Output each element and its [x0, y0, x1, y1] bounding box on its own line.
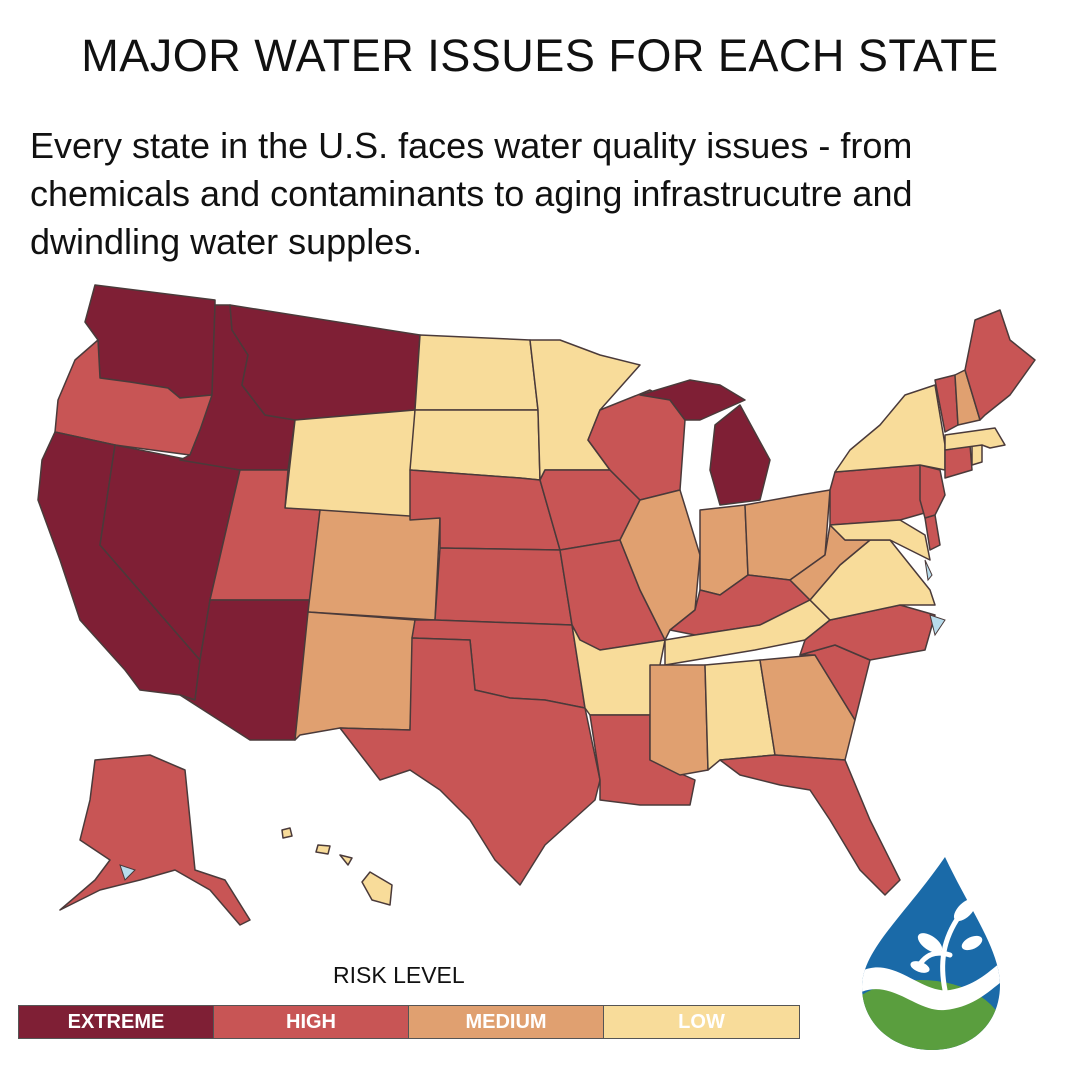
state-ny[interactable] [834, 384, 946, 473]
state-md[interactable] [829, 519, 931, 561]
state-sd[interactable] [409, 409, 541, 481]
state-mt[interactable] [229, 304, 421, 421]
legend-medium: MEDIUM [409, 1006, 604, 1038]
state-wy[interactable] [284, 409, 416, 521]
legend-low: LOW [604, 1006, 799, 1038]
state-ga[interactable] [759, 654, 856, 761]
legend-low-label: LOW [678, 1010, 725, 1033]
state-ri[interactable] [971, 444, 983, 466]
state-pa[interactable] [829, 464, 929, 526]
state-me[interactable] [964, 309, 1036, 421]
wave-icon [862, 955, 1000, 1011]
state-hi[interactable] [281, 827, 393, 906]
state-ks[interactable] [434, 547, 573, 626]
state-fl[interactable] [719, 754, 901, 896]
state-ak[interactable] [59, 754, 251, 926]
state-co[interactable] [307, 509, 441, 621]
legend-extreme-label: EXTREME [67, 1010, 165, 1033]
legend-extreme: EXTREME [19, 1006, 214, 1038]
state-tx[interactable] [339, 637, 601, 886]
state-ms[interactable] [649, 664, 709, 776]
legend-high-label: HIGH [286, 1010, 336, 1033]
state-nd[interactable] [414, 334, 539, 411]
legend-high: HIGH [214, 1006, 409, 1038]
legend-title: RISK LEVEL [333, 962, 465, 988]
page-title: MAJOR WATER ISSUES FOR EACH STATE [81, 30, 999, 81]
legend: EXTREME HIGH MEDIUM LOW [18, 1005, 800, 1039]
water-drop-logo-icon [862, 857, 1000, 1050]
legend-medium-label: MEDIUM [465, 1010, 547, 1033]
state-nm[interactable] [294, 611, 416, 741]
state-nj[interactable] [919, 464, 946, 519]
earth-shape [862, 980, 1000, 1050]
lake-water [119, 559, 946, 881]
page-subtitle: Every state in the U.S. faces water qual… [30, 125, 913, 262]
state-mi[interactable] [639, 379, 771, 506]
leaves-icon [910, 898, 983, 973]
state-ma[interactable] [944, 427, 1006, 451]
